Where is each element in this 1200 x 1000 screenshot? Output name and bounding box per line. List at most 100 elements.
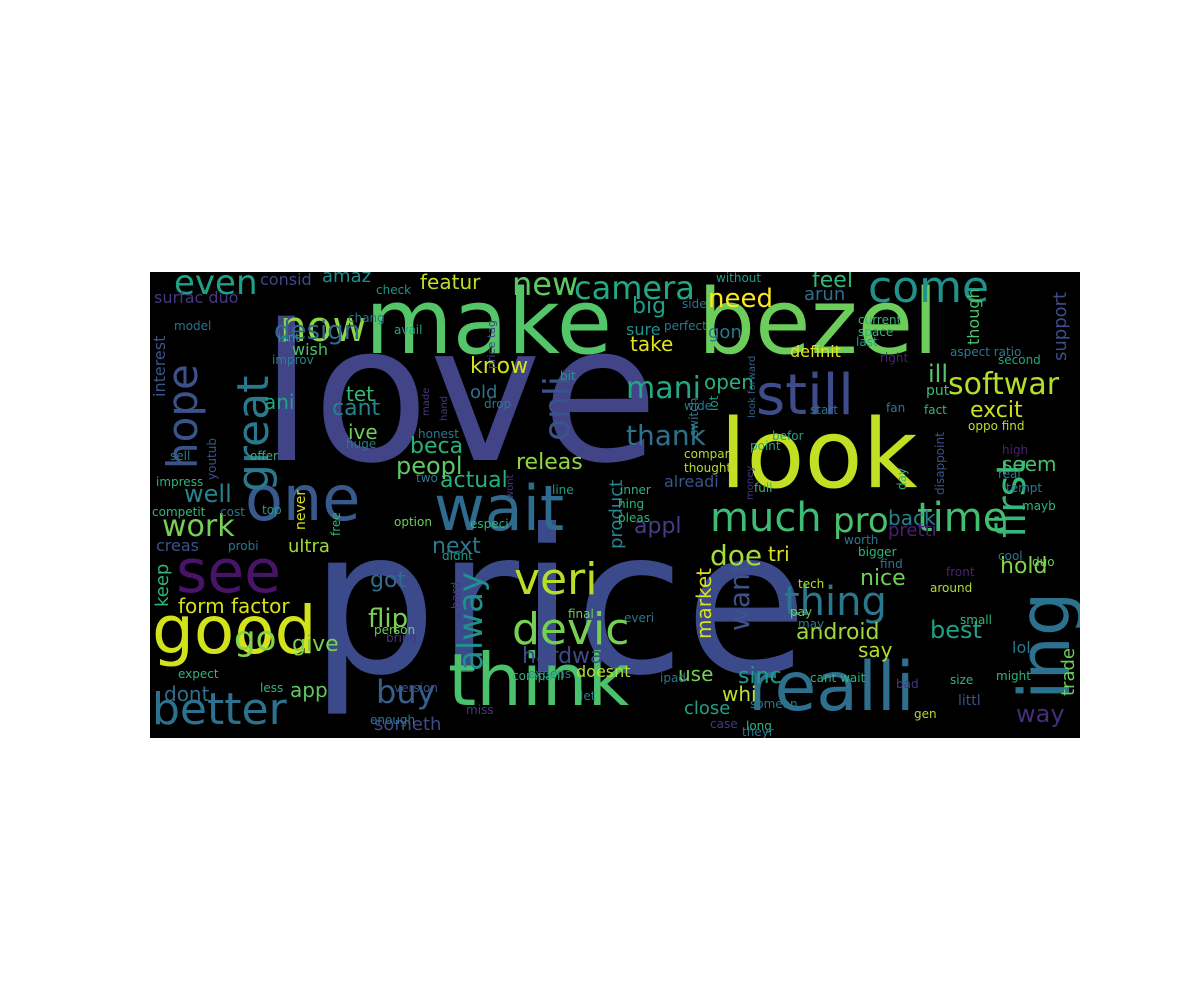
word-ani: ani [264,390,295,414]
word-releas: releas [516,450,583,475]
word-theyr: theyr [742,725,774,738]
word-veri: veri [514,554,598,605]
word-pay: pay [790,605,813,619]
word-cost: cost [220,505,245,519]
word-amaz: amaz [322,272,372,287]
word-big: big [632,294,667,319]
word-realli: realli [748,648,915,727]
word-hold: hold [1000,554,1048,579]
word-small: small [960,613,992,627]
word-tet: tet [346,382,374,406]
word-duo: duo [1032,555,1055,569]
word-especi: especi [470,517,509,531]
word-devic: devic [512,604,630,655]
word-hing: hing [618,497,645,511]
word-appl: appl [634,514,682,539]
word-bigger: bigger [858,545,897,559]
word-take: take [630,332,674,356]
word-use: use [678,662,714,686]
word-sell: sell [170,449,191,463]
word-arun: arun [804,284,846,305]
word-start: start [810,403,838,417]
word-probi: probi [228,539,259,553]
word-front: front [946,565,975,579]
word-full: full [754,481,773,495]
word-thing: thing [784,579,887,625]
word-two: two [416,471,438,485]
word-enough: enough [370,713,416,727]
word-old: old [470,382,498,403]
word-nice: nice [860,566,906,591]
word-honest: honest [418,427,459,441]
word-ive: ive [348,420,378,444]
word-ill: ill [928,360,949,388]
word-pretti: pretti [888,520,937,541]
word-find: find [880,557,903,571]
word-model: model [174,319,212,333]
word-trade: trade [1058,648,1079,696]
word-still: still [756,363,854,428]
word-beca: beca [410,434,464,459]
word-close: close [684,698,731,719]
word-cant: cant [332,396,381,421]
word-flip: flip [368,604,409,634]
word-put: put [926,383,950,399]
word-reason: reason [720,563,754,574]
word-wide: wide [684,399,713,413]
word-love: love [260,284,659,505]
word-ultra: ultra [288,536,330,557]
word-option: option [394,515,432,529]
word-size: size [950,673,974,687]
word-featur: featur [420,272,481,294]
word-isnt: isnt [278,331,300,345]
word-ipad: ipad [660,671,686,685]
word-consid: consid [260,272,312,289]
word-interest: interest [150,335,169,397]
word-come: come [868,272,990,313]
word-buy: buy [376,673,436,711]
word-hardwar: hardwar [522,644,613,669]
word-current: current [858,313,902,327]
word-open: open [704,370,754,394]
word-even: even [174,272,258,303]
word-give: give [292,632,339,657]
word-side: side [682,297,707,311]
word-gon: gon [708,322,742,343]
word-befor: befor [772,429,804,443]
word-gen: gen [914,707,937,721]
word-made: made [421,387,432,416]
word-hand: hand [439,395,450,421]
word-impress: impress [156,475,204,489]
word-form-factor: form factor [178,594,290,618]
word-price: price [310,487,808,720]
word-last: last [856,335,878,349]
word-huge: huge [346,437,377,451]
word-make: make [365,272,613,375]
word-right: right [880,351,909,365]
word-around: around [930,581,973,595]
word-wish: wish [292,340,329,359]
word-seem: seem [1002,452,1057,476]
word-new: new [512,272,579,303]
word-tempt: tempt [1006,481,1043,495]
word-much: much [710,495,822,541]
word-high: high [1002,443,1029,457]
word-though: though [964,288,983,345]
word-tech: tech [798,577,825,591]
word-point: point [750,439,781,453]
word-need: need [708,284,773,314]
word-cool: cool [998,549,1023,563]
word-perfect: perfect [664,319,707,333]
word-bad: bad [896,677,919,691]
word-onli: onli [537,376,578,441]
word-know: know [470,354,529,379]
word-didnt: didnt [442,549,473,563]
word-whi: whi [722,682,757,706]
word-think: think [448,638,630,722]
word-go: go [234,619,277,659]
word-chang: chang [348,311,385,325]
word-feel: feel [812,272,853,293]
word-thank: thank [626,419,706,452]
word-surfac-duo: surfac duo [154,288,239,307]
word-version: version [394,681,438,695]
